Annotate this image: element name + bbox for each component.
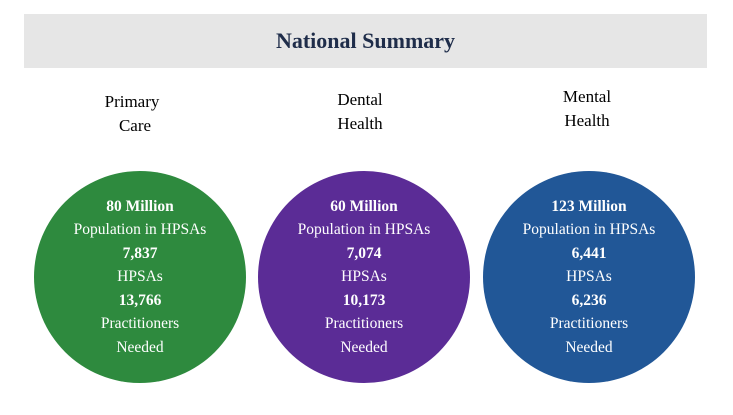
population-value: 80 Million xyxy=(106,197,174,215)
category-label-line1: Primary xyxy=(104,92,160,111)
needed-label: Needed xyxy=(340,338,388,356)
practitioners-label: Practitioners xyxy=(100,315,180,333)
category-label-line1: Dental xyxy=(337,90,383,109)
population-label: Population in HPSAs xyxy=(522,221,656,239)
mental-health-circle: 123 Million Population in HPSAs 6,441 HP… xyxy=(483,171,695,383)
practitioners-value: 10,173 xyxy=(342,291,386,309)
practitioners-value: 13,766 xyxy=(118,291,162,309)
hpsas-label: HPSAs xyxy=(566,268,612,286)
population-value: 123 Million xyxy=(551,197,627,215)
hpsas-value: 7,074 xyxy=(346,244,382,262)
hpsas-label: HPSAs xyxy=(341,268,387,286)
title-bar: National Summary xyxy=(24,14,707,68)
needed-label: Needed xyxy=(565,338,613,356)
category-label-mental-health: Mental Health xyxy=(537,85,637,133)
population-label: Population in HPSAs xyxy=(73,221,207,239)
category-label-primary-care: Primary Care xyxy=(82,90,182,138)
practitioners-value: 6,236 xyxy=(571,291,607,309)
needed-label: Needed xyxy=(116,338,164,356)
population-value: 60 Million xyxy=(330,197,398,215)
hpsas-value: 6,441 xyxy=(571,244,607,262)
primary-care-circle: 80 Million Population in HPSAs 7,837 HPS… xyxy=(34,171,246,383)
population-label: Population in HPSAs xyxy=(297,221,431,239)
dental-health-circle: 60 Million Population in HPSAs 7,074 HPS… xyxy=(258,171,470,383)
category-label-dental-health: Dental Health xyxy=(310,88,410,136)
practitioners-label: Practitioners xyxy=(549,315,629,333)
category-label-line1: Mental xyxy=(562,87,612,106)
category-label-line2: Health xyxy=(564,111,610,130)
hpsas-label: HPSAs xyxy=(117,268,163,286)
hpsas-value: 7,837 xyxy=(122,244,158,262)
practitioners-label: Practitioners xyxy=(324,315,404,333)
category-label-line2: Health xyxy=(337,114,383,133)
category-label-line2: Care xyxy=(118,116,152,135)
page-title: National Summary xyxy=(275,28,456,53)
